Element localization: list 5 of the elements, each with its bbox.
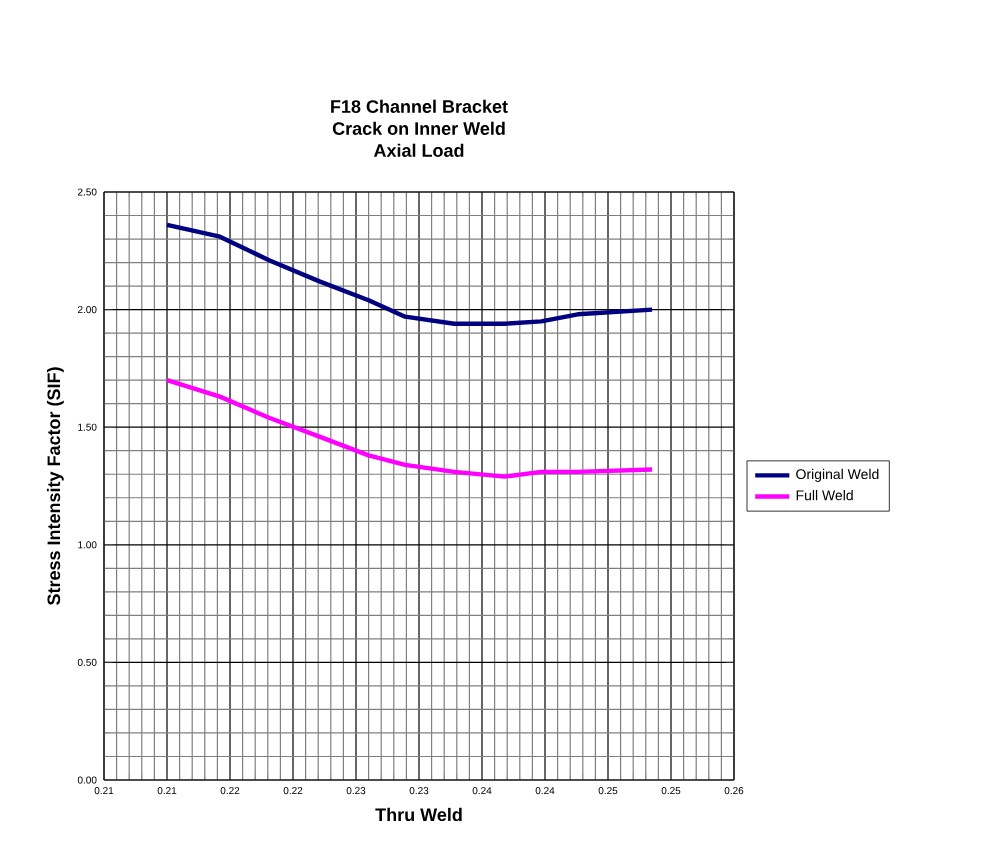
line-series	[164, 222, 655, 326]
line-series	[164, 377, 655, 479]
x-axis-title: Thru Weld	[375, 807, 462, 822]
y-axis-title: Stress Intensity Factor (SIF)	[46, 367, 64, 605]
chart-title: F18 Channel Bracket Crack on Inner Weld Axial Load	[331, 99, 508, 157]
